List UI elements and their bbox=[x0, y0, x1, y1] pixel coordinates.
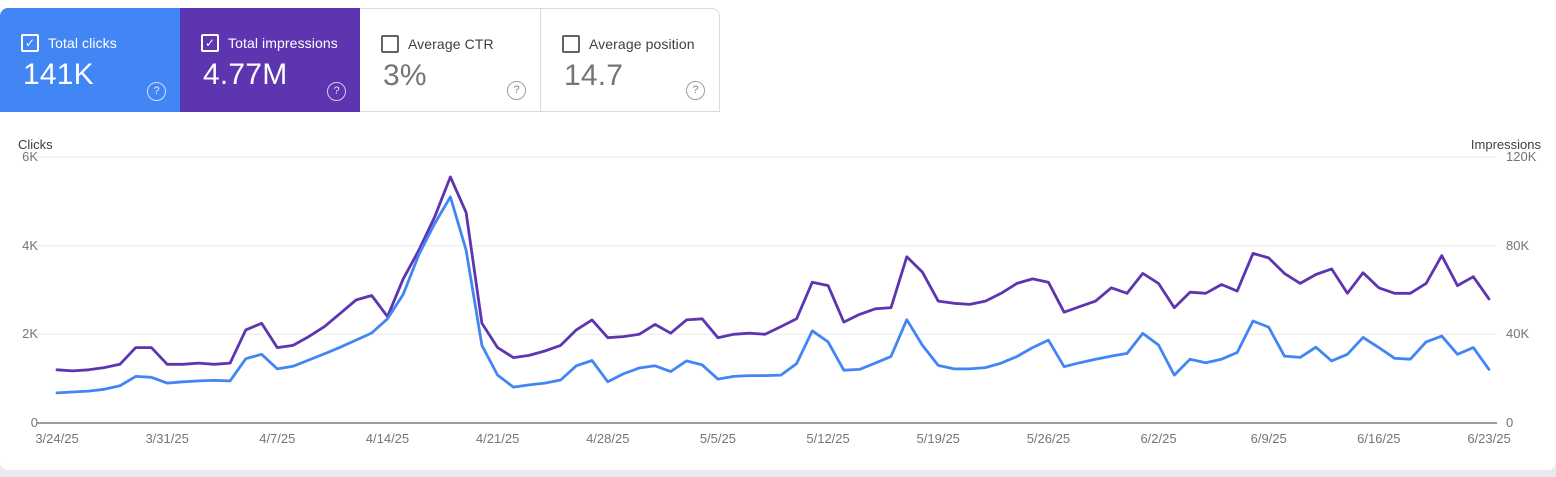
x-tick-label: 4/21/25 bbox=[475, 431, 520, 446]
x-tick-label: 5/19/25 bbox=[916, 431, 960, 446]
x-tick-label: 6/23/25 bbox=[1467, 431, 1511, 446]
right-ytick: 40K bbox=[1506, 326, 1530, 342]
card-average-ctr[interactable]: Average CTR 3% ? bbox=[360, 8, 540, 112]
chart-plot-area[interactable] bbox=[36, 157, 1497, 423]
x-tick-label: 4/14/25 bbox=[365, 431, 410, 446]
x-tick-label: 5/26/25 bbox=[1026, 431, 1071, 446]
x-tick-label: 6/2/25 bbox=[1140, 431, 1177, 446]
left-ytick: 2K bbox=[22, 326, 38, 342]
left-ytick: 4K bbox=[22, 237, 38, 253]
left-ytick: 6K bbox=[22, 149, 38, 164]
checkbox-checked-icon[interactable]: ✓ bbox=[201, 34, 219, 52]
card-value: 141K bbox=[23, 58, 94, 91]
card-total-impressions[interactable]: ✓ Total impressions 4.77M ? bbox=[180, 8, 360, 112]
card-label: Average position bbox=[589, 36, 695, 52]
card-label: Total impressions bbox=[228, 35, 338, 51]
card-label: Average CTR bbox=[408, 36, 494, 52]
right-ytick: 80K bbox=[1506, 237, 1530, 253]
x-tick-label: 5/12/25 bbox=[806, 431, 850, 446]
right-axis-title: Impressions bbox=[1470, 137, 1541, 152]
card-label: Total clicks bbox=[48, 35, 117, 51]
card-value: 3% bbox=[383, 59, 427, 92]
help-icon[interactable]: ? bbox=[327, 82, 346, 101]
x-tick-label: 4/28/25 bbox=[586, 431, 630, 446]
card-total-clicks[interactable]: ✓ Total clicks 141K ? bbox=[0, 8, 180, 112]
x-tick-label: 4/7/25 bbox=[259, 431, 296, 446]
x-tick-label: 3/24/25 bbox=[35, 431, 79, 446]
checkbox-unchecked-icon[interactable] bbox=[381, 35, 399, 53]
x-tick-label: 6/16/25 bbox=[1357, 431, 1401, 446]
right-ytick: 0 bbox=[1506, 415, 1514, 430]
checkbox-unchecked-icon[interactable] bbox=[562, 35, 580, 53]
clicks-line bbox=[55, 195, 1491, 395]
help-icon[interactable]: ? bbox=[686, 81, 705, 100]
help-icon[interactable]: ? bbox=[147, 82, 166, 101]
left-axis-title: Clicks bbox=[18, 137, 53, 152]
card-value: 14.7 bbox=[564, 59, 624, 92]
card-average-position[interactable]: Average position 14.7 ? bbox=[540, 8, 720, 112]
impressions-line bbox=[55, 175, 1491, 373]
right-ytick: 120K bbox=[1506, 149, 1537, 164]
card-value: 4.77M bbox=[203, 58, 288, 91]
x-tick-label: 5/5/25 bbox=[699, 431, 736, 446]
checkbox-checked-icon[interactable]: ✓ bbox=[21, 34, 39, 52]
x-tick-label: 6/9/25 bbox=[1250, 431, 1287, 446]
x-tick-label: 3/31/25 bbox=[145, 431, 189, 446]
metric-cards: ✓ Total clicks 141K ? ✓ Total impression… bbox=[0, 8, 720, 112]
help-icon[interactable]: ? bbox=[507, 81, 526, 100]
x-axis-labels: 3/24/25 3/31/25 4/7/25 4/14/25 4/21/25 4/28/2… bbox=[0, 431, 1556, 449]
left-ytick: 0 bbox=[30, 415, 38, 430]
